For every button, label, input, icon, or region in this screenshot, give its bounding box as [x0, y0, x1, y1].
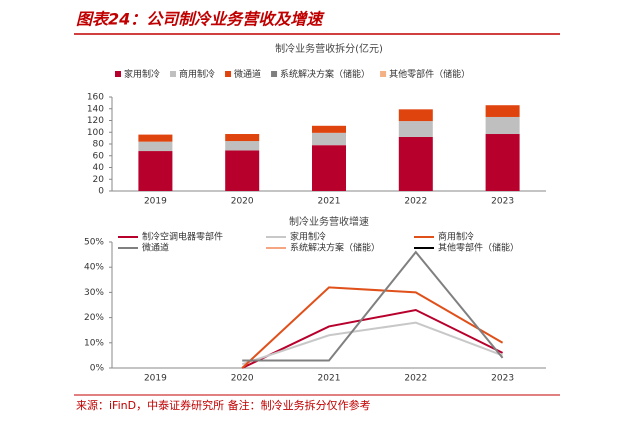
x-tick-label: 2020 [231, 374, 254, 384]
bar-segment [398, 109, 433, 122]
y-tick-label: 30% [84, 288, 104, 298]
x-tick-label: 2022 [404, 374, 427, 384]
bar-segment [312, 145, 346, 191]
bar-segment [138, 141, 173, 152]
bar-segment [398, 121, 433, 137]
legend-label: 商用制冷 [179, 68, 215, 80]
y-tick-label: 80 [93, 140, 105, 150]
legend-label: 系统解决方案（储能） [280, 68, 370, 80]
chart-title: 制冷业务营收拆分(亿元) [275, 42, 383, 55]
legend-label: 制冷空调电器零部件 [142, 231, 223, 243]
x-tick-label: 2021 [318, 374, 341, 384]
bar-segment [225, 150, 260, 191]
legend-label: 微通道 [234, 68, 261, 80]
bar-segment [398, 136, 433, 191]
x-tick-label: 2020 [231, 197, 254, 207]
legend-label: 其他零部件（储能） [438, 242, 519, 254]
legend-swatch [225, 71, 232, 77]
bar-segment [485, 116, 520, 135]
y-tick-label: 0 [98, 187, 104, 197]
bar-segment [485, 105, 520, 117]
x-tick-label: 2023 [491, 374, 514, 384]
series-line [241, 321, 503, 366]
legend-swatch [170, 71, 177, 77]
y-tick-label: 20 [93, 175, 105, 185]
bar-segment [312, 125, 346, 133]
legend-label: 家用制冷 [290, 231, 326, 243]
legend-swatch [115, 71, 121, 77]
legend-swatch [271, 71, 278, 77]
y-tick-label: 40% [84, 263, 104, 273]
series-line [241, 308, 504, 369]
y-tick-label: 10% [84, 338, 104, 348]
x-tick-label: 2023 [491, 197, 514, 207]
bar-segment [485, 134, 520, 191]
source: 来源：iFinD，中泰证券研究所 备注：制冷业务拆分仅作参考 [76, 398, 371, 412]
series-line [241, 286, 504, 369]
legend-label: 家用制冷 [124, 68, 160, 80]
page-title: 图表24：公司制冷业务营收及增速 [76, 10, 325, 29]
y-tick-label: 100 [87, 128, 104, 138]
y-tick-label: 160 [87, 93, 104, 103]
series-line [242, 250, 504, 362]
x-tick-label: 2022 [404, 197, 427, 207]
y-tick-label: 60 [93, 151, 105, 161]
y-tick-label: 40 [93, 163, 105, 173]
bar-segment [225, 134, 260, 142]
legend-label: 商用制冷 [438, 231, 474, 243]
y-tick-label: 0% [90, 364, 105, 374]
bar-segment [138, 151, 173, 191]
legend-swatch [380, 71, 387, 77]
y-tick-label: 140 [87, 104, 104, 114]
x-tick-label: 2019 [144, 374, 167, 384]
bar-segment [225, 141, 260, 151]
legend-label: 其他零部件（储能） [389, 68, 470, 80]
legend-label: 系统解决方案（储能） [290, 242, 380, 254]
x-tick-label: 2021 [318, 197, 341, 207]
legend-label: 微通道 [142, 242, 169, 254]
y-tick-label: 20% [84, 313, 104, 323]
y-tick-label: 120 [87, 116, 104, 126]
bar-segment [312, 132, 346, 146]
y-tick-label: 50% [84, 238, 104, 248]
bar-segment [138, 134, 173, 142]
x-tick-label: 2019 [144, 197, 167, 207]
chart-title: 制冷业务营收增速 [289, 215, 369, 228]
